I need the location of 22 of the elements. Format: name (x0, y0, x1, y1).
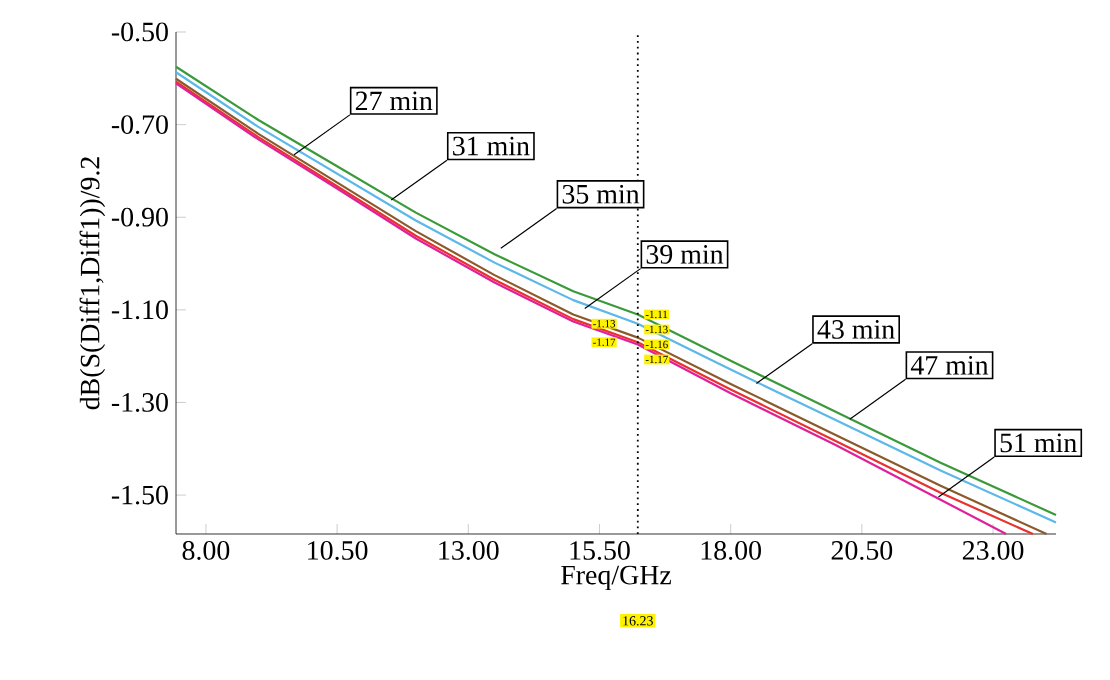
annotation: 47 min (910, 356, 989, 375)
y-tick-label: -0.50 (111, 22, 168, 42)
x-tick-label: 8.00 (182, 541, 230, 560)
annotation: 51 min (1000, 433, 1077, 453)
annotation: 31 min (453, 136, 530, 156)
annotation: 27 min (355, 91, 433, 111)
x-tick-label: 10.50 (308, 541, 368, 560)
x-tick-label: 18.00 (701, 541, 761, 560)
y-tick-label: -1.10 (111, 300, 168, 320)
annotation: 39 min (646, 245, 724, 264)
x-tick-label: 20.50 (831, 541, 893, 560)
annotation: 43 min (817, 320, 895, 339)
annotation: 35 min (562, 184, 640, 204)
x-tick-label: 13.00 (439, 541, 499, 560)
y-axis-title: dB(S(Diff1,Diff1))/9.2 (79, 157, 106, 410)
y-tick-label: -0.70 (111, 115, 168, 135)
y-tick-label: -1.50 (111, 485, 168, 505)
y-tick-label: -0.90 (111, 207, 168, 227)
x-axis-title: Freq/GHz (561, 565, 672, 591)
x-tick-label: 15.50 (570, 541, 630, 560)
x-tick-label: 23.00 (962, 541, 1024, 560)
y-tick-label: -1.30 (111, 392, 168, 412)
